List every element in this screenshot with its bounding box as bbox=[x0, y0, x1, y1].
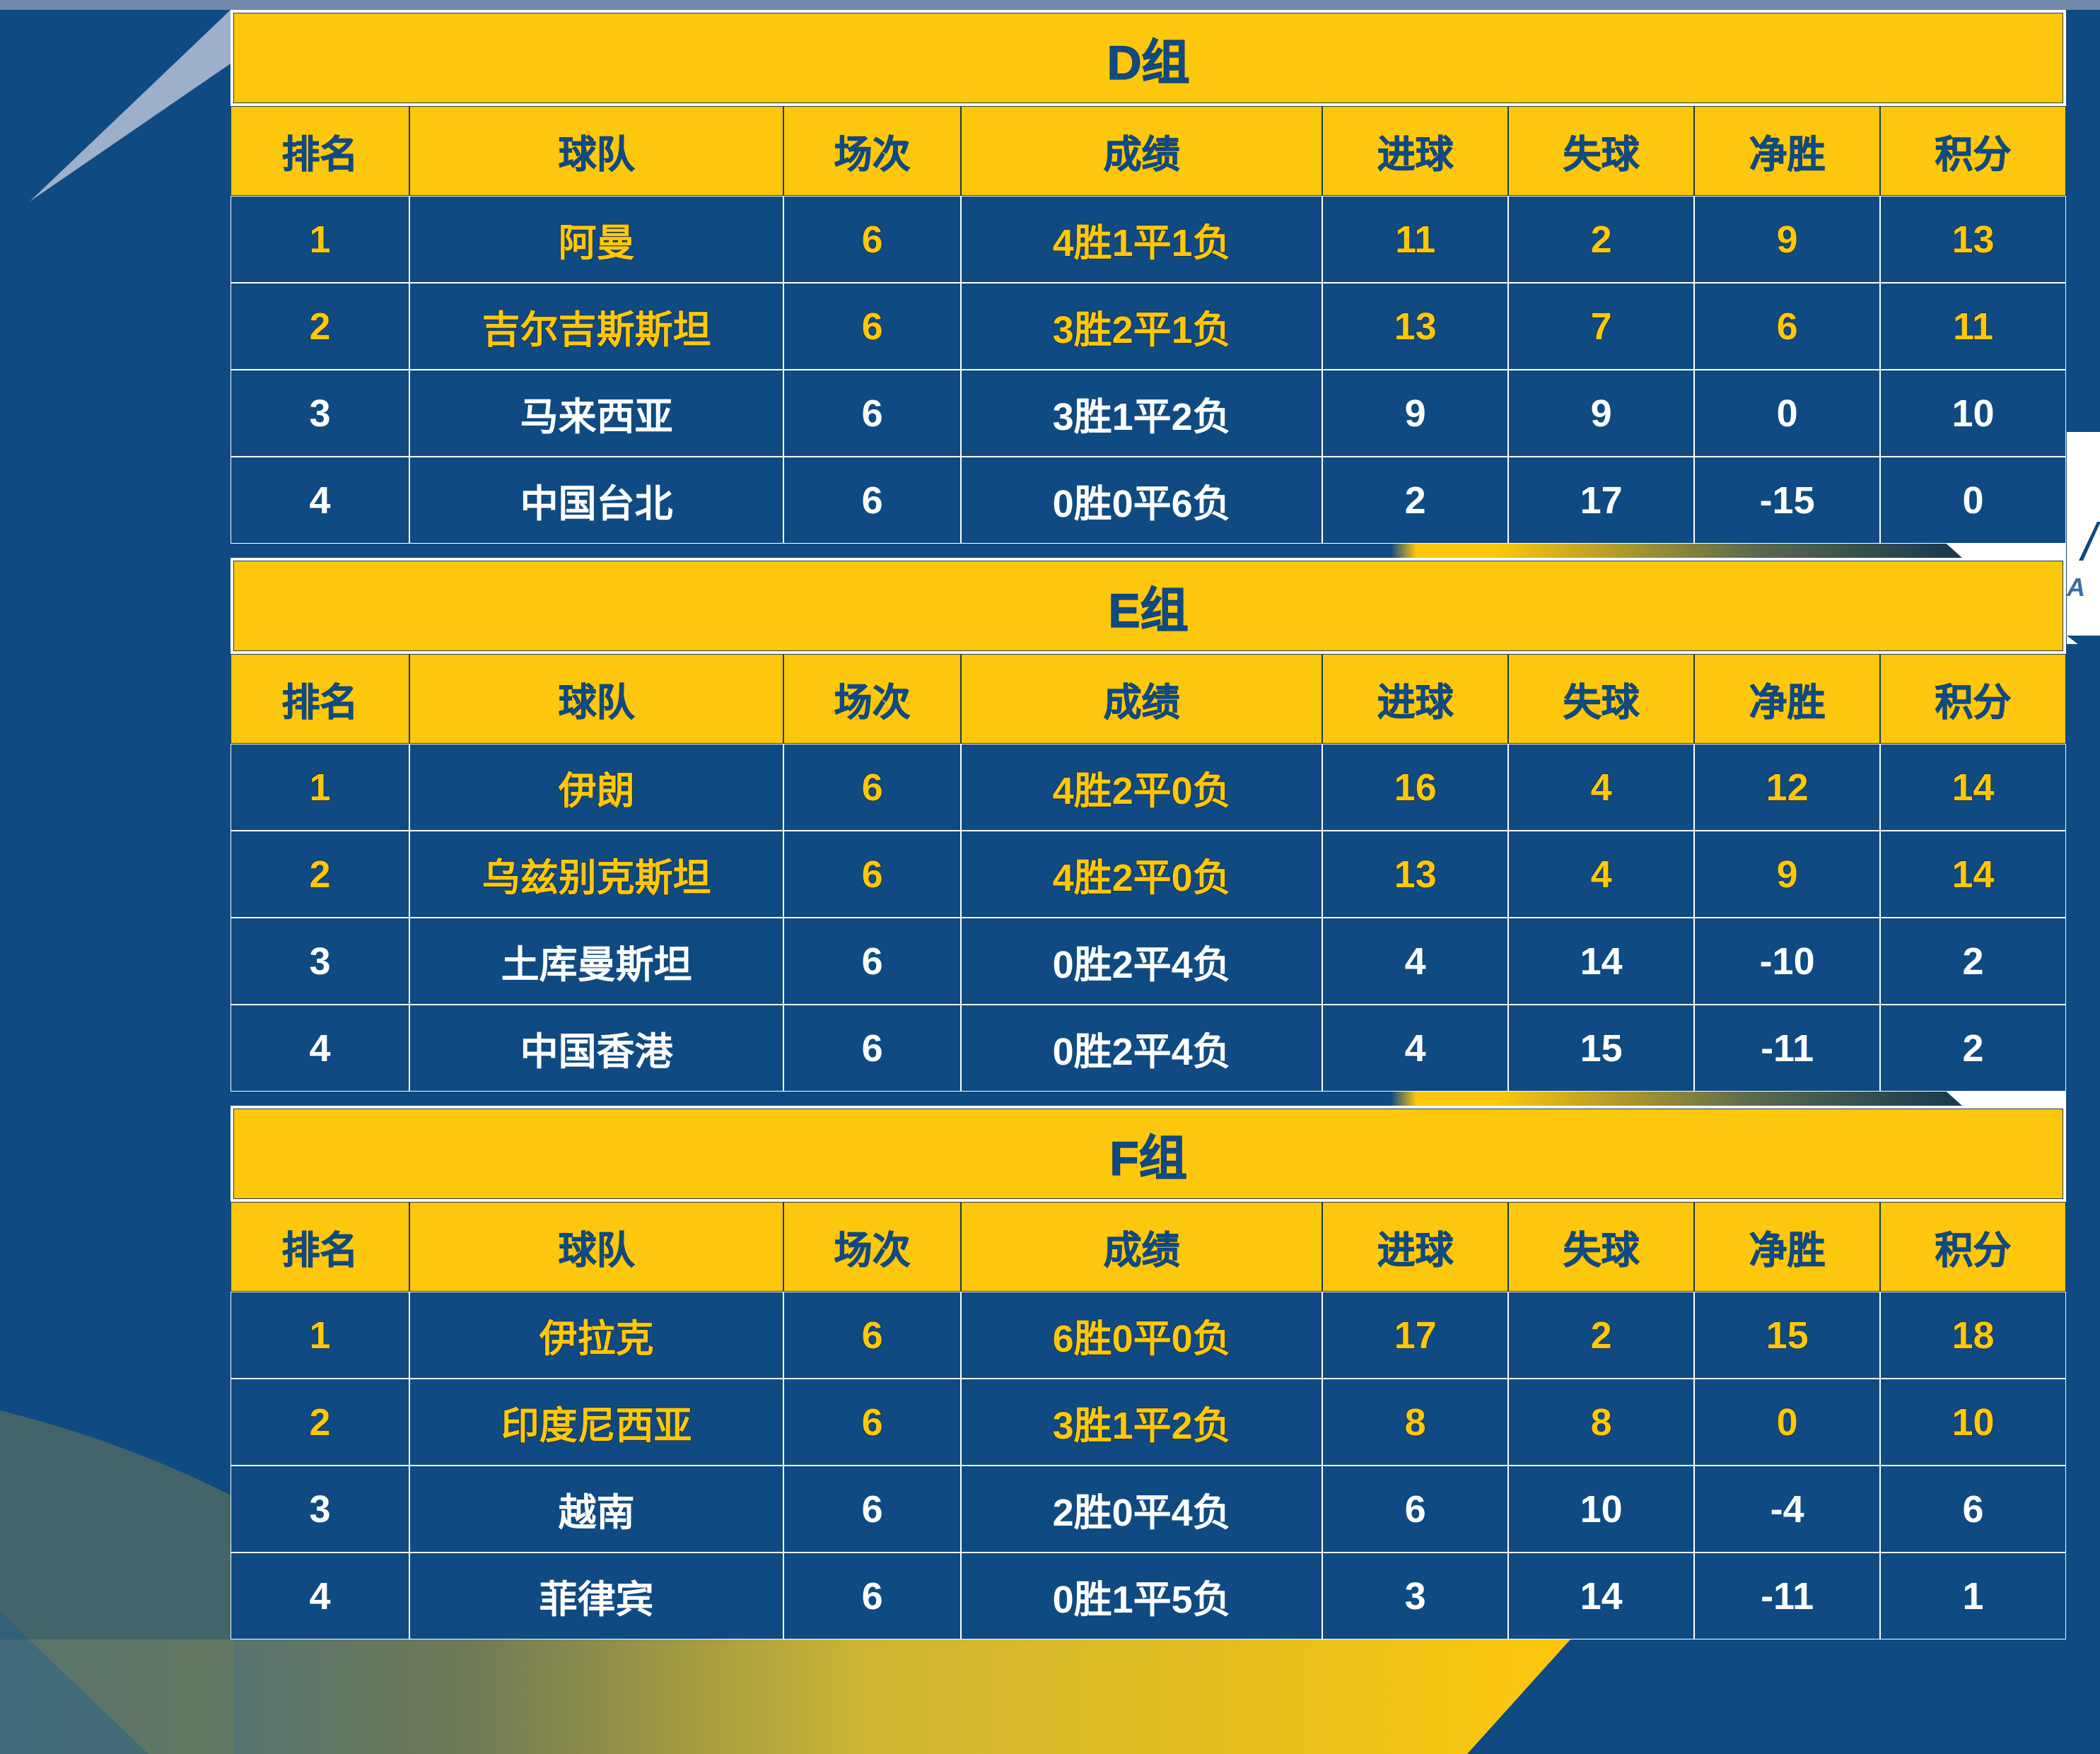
svg-text:A: A bbox=[2066, 573, 2085, 602]
